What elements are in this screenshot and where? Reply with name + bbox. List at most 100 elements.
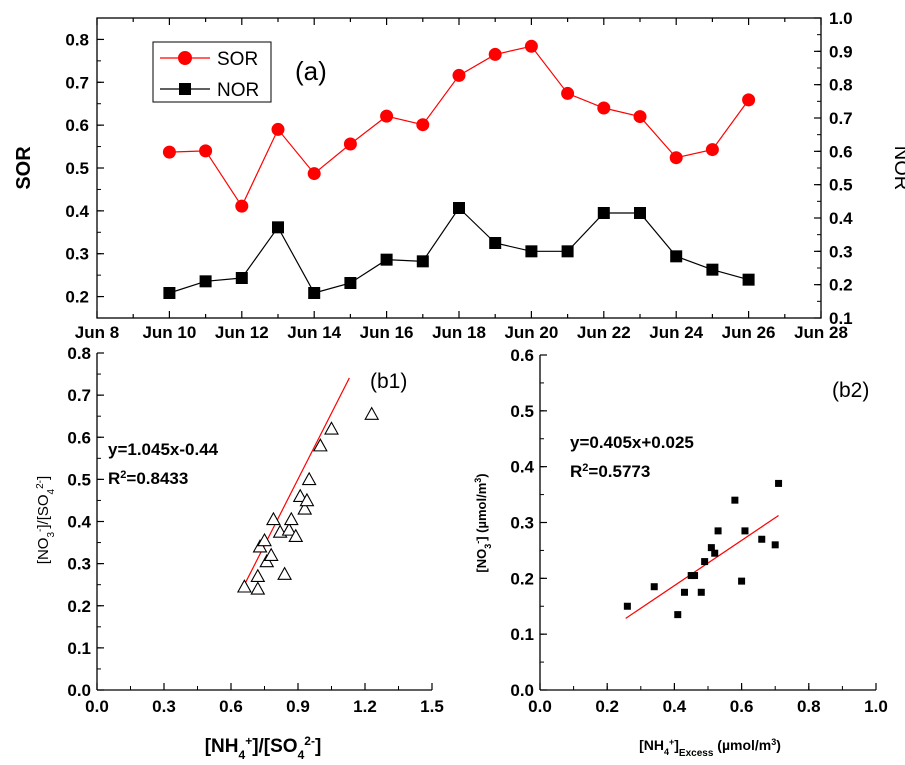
b2-r2: R2=0.5773	[570, 462, 650, 481]
a-ytick-label: 0.7	[65, 73, 89, 92]
a-y2tick-label: 0.2	[829, 276, 853, 295]
b1-xlabel: [NH4+]/[SO42-]	[205, 734, 322, 762]
b2-xtick-label: 0.2	[595, 697, 619, 716]
legend-nor-label: NOR	[217, 80, 259, 101]
b2-fit-line	[625, 514, 779, 619]
b2-ytick-label: 0.2	[510, 569, 534, 588]
a-ytick-label: 0.6	[65, 116, 89, 135]
a-xtick-label: Jun 28	[794, 323, 848, 342]
b1-xtick-label: 0.9	[286, 697, 310, 716]
b2-point	[680, 588, 688, 596]
b1-point	[265, 511, 281, 526]
series-nor-point	[561, 245, 574, 258]
panel-b1-chart: 0.0 0.3 0.6 0.9 1.2 1.5 0.0 0.1 0.2 0.3 0.4 0.5 0.6 0…	[35, 344, 444, 762]
b1-ytick-label: 0.0	[67, 681, 91, 700]
series-sor-point	[488, 47, 502, 61]
b1-point	[277, 566, 293, 580]
a-ytick-label: 0.8	[65, 30, 89, 49]
series-nor-point	[706, 263, 719, 276]
b1-ytick-label: 0.1	[67, 639, 91, 658]
a-ytick-label: 0.4	[65, 202, 89, 221]
b1-point	[250, 568, 266, 583]
a-xtick-label: Jun 12	[215, 323, 269, 342]
a-ytick-label: 0.5	[65, 159, 89, 178]
a-xtick-label: Jun 22	[577, 323, 631, 342]
series-sor-point	[235, 199, 249, 213]
b1-point	[257, 532, 272, 547]
a-xtick-label: Jun 24	[649, 323, 703, 342]
b1-ytick-label: 0.8	[67, 344, 91, 363]
series-nor-point	[489, 237, 502, 249]
b2-point	[738, 577, 746, 585]
b2-point	[758, 535, 766, 543]
panel-b2-label: (b2)	[832, 379, 869, 402]
series-sor-point	[705, 143, 719, 157]
a-xtick-label: Jun 8	[75, 323, 119, 342]
a-y2tick-label: 0.6	[829, 142, 853, 161]
b1-xtick-label: 1.5	[420, 697, 444, 716]
b1-xtick-label: 1.2	[353, 697, 377, 716]
b2-point	[623, 602, 631, 610]
b1-ytick-label: 0.7	[67, 386, 91, 405]
series-nor-point	[199, 275, 212, 288]
panel-a-axes: Jun 8 Jun 10 Jun 12 Jun 14 Jun 16 Jun 18 Jun 2…	[65, 9, 853, 342]
b2-point	[674, 611, 682, 619]
b1-point	[236, 579, 252, 593]
b2-equation: y=0.405x+0.025	[570, 433, 694, 452]
b1-point	[292, 488, 308, 502]
a-ytick-label: 0.2	[65, 288, 89, 307]
b1-point	[288, 528, 304, 542]
panel-b2-marks	[623, 479, 783, 619]
b2-point	[701, 558, 709, 566]
b2-point	[650, 583, 658, 591]
b1-point	[364, 406, 380, 420]
b2-point	[771, 541, 779, 549]
b1-xtick-label: 0.3	[152, 697, 176, 716]
b1-r2: R2=0.8433	[108, 469, 188, 488]
series-nor-point	[272, 221, 284, 234]
b1-ylabel: [NO3-]/[SO42-]	[35, 476, 57, 564]
b2-xtick-label: 0.4	[663, 697, 687, 716]
b1-point	[281, 522, 297, 536]
series-sor-point	[162, 145, 176, 159]
panel-a-label: (a)	[295, 56, 327, 86]
b2-xtick-label: 0.6	[730, 697, 754, 716]
panel-a-legend: SOR NOR	[152, 41, 272, 103]
a-y2tick-label: 0.3	[829, 242, 853, 261]
series-nor-point	[742, 273, 755, 286]
b1-ytick-label: 0.5	[67, 470, 91, 489]
b2-point	[711, 549, 719, 557]
series-sor-point	[416, 118, 430, 132]
b2-ytick-label: 0.1	[510, 625, 534, 644]
b2-ylabel: [NO3-] (µmol/m3)	[473, 473, 493, 572]
series-sor-point	[199, 144, 213, 158]
panel-b2-chart: 0.0 0.2 0.4 0.6 0.8 1.00.00.10.20.30.40.50.6 …	[473, 346, 888, 759]
series-nor-point	[525, 245, 538, 258]
b1-point	[263, 547, 279, 561]
panel-b2-axes: 0.0 0.2 0.4 0.6 0.8 1.0 0.0 0.1 0.2 0.3 0.4 0.5 0.6	[510, 346, 887, 716]
b1-xtick-label: 0.6	[219, 697, 243, 716]
a-xtick-label: Jun 18	[432, 323, 486, 342]
b2-xtick-label: 0.0	[528, 697, 552, 716]
a-y2tick-label: 1.0	[829, 9, 853, 28]
series-nor-point	[308, 287, 321, 299]
b2-point	[707, 544, 715, 552]
b2-point	[691, 572, 699, 580]
b1-point	[283, 511, 299, 526]
b2-point	[697, 588, 705, 596]
panel-a-ylabel: SOR	[13, 146, 35, 190]
b2-ytick-label: 0.4	[510, 458, 534, 477]
series-sor-point	[271, 122, 285, 136]
b1-ytick-label: 0.3	[67, 555, 91, 574]
b2-point	[731, 496, 739, 504]
a-xtick-label: Jun 14	[287, 323, 341, 342]
panel-a-y2label: NOR	[890, 146, 905, 190]
series-sor-point	[742, 93, 756, 107]
panel-a-chart: Jun 8 Jun 10 Jun 12 Jun 14 Jun 16 Jun 18 Jun 2…	[13, 9, 905, 342]
b2-point	[714, 527, 722, 535]
a-y2tick-label: 0.8	[829, 76, 853, 95]
series-sor-point	[669, 151, 683, 165]
series-sor-point	[561, 86, 575, 100]
b1-point	[301, 471, 317, 486]
